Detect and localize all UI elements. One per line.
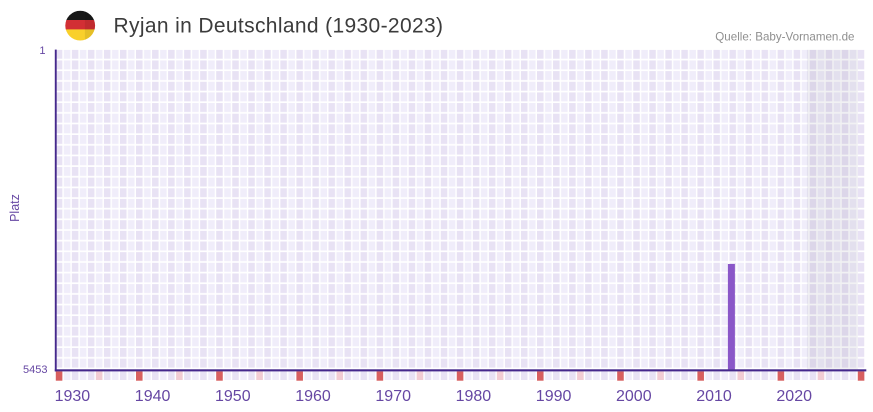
svg-text:2010: 2010: [696, 388, 732, 405]
svg-text:Ryjan in Deutschland (1930-202: Ryjan in Deutschland (1930-2023): [114, 14, 444, 37]
svg-text:1950: 1950: [215, 388, 251, 405]
svg-text:1970: 1970: [375, 388, 411, 405]
svg-text:Quelle: Baby-Vornamen.de: Quelle: Baby-Vornamen.de: [715, 30, 854, 43]
svg-text:5453: 5453: [23, 364, 47, 376]
svg-text:1: 1: [39, 45, 45, 57]
svg-text:1960: 1960: [295, 388, 331, 405]
svg-text:1990: 1990: [536, 388, 572, 405]
svg-text:1930: 1930: [55, 388, 91, 405]
svg-text:Platz: Platz: [8, 194, 22, 222]
svg-text:2020: 2020: [776, 388, 812, 405]
svg-text:1940: 1940: [135, 388, 171, 405]
svg-text:1980: 1980: [456, 388, 492, 405]
svg-text:2000: 2000: [616, 388, 652, 405]
